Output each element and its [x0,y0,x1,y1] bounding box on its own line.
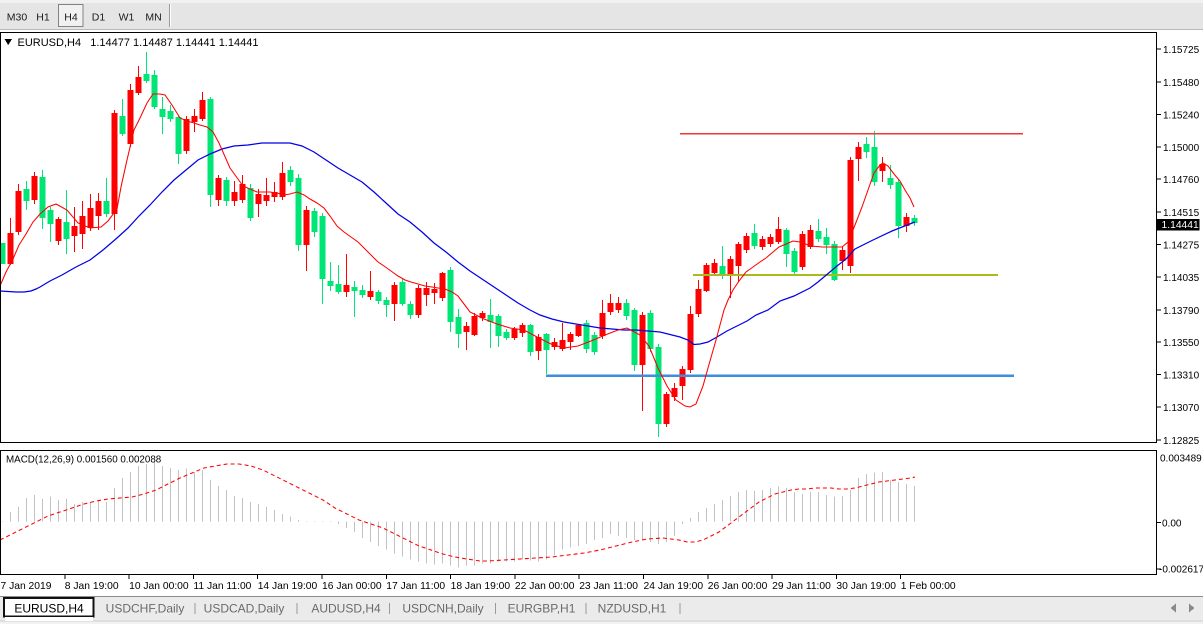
svg-text:1.14441: 1.14441 [1162,220,1199,231]
svg-text:1 Feb 00:00: 1 Feb 00:00 [901,581,956,592]
svg-text:-0.002617: -0.002617 [1159,565,1203,576]
svg-text:16 Jan 00:00: 16 Jan 00:00 [322,581,382,592]
svg-text:1.14515: 1.14515 [1163,208,1200,219]
svg-text:1.13070: 1.13070 [1163,403,1200,414]
svg-text:USDCAD,Daily: USDCAD,Daily [204,602,285,616]
svg-text:EURUSD,H4: EURUSD,H4 [14,602,84,616]
svg-text:D1: D1 [92,12,106,24]
svg-text:1.15240: 1.15240 [1163,111,1200,122]
svg-text:11 Jan 11:00: 11 Jan 11:00 [193,581,251,592]
svg-text:AUDUSD,H4: AUDUSD,H4 [311,602,381,616]
svg-text:17 Jan 11:00: 17 Jan 11:00 [386,581,445,592]
svg-text:MACD(12,26,9) 0.001560 0.00208: MACD(12,26,9) 0.001560 0.002088 [6,455,162,466]
svg-text:8 Jan 19:00: 8 Jan 19:00 [65,581,119,592]
svg-text:1.14275: 1.14275 [1163,241,1200,252]
svg-text:23 Jan 11:00: 23 Jan 11:00 [579,581,638,592]
svg-text:1.13310: 1.13310 [1163,371,1200,382]
svg-text:EURGBP,H1: EURGBP,H1 [508,602,576,616]
svg-text:H4: H4 [64,12,78,24]
svg-text:7 Jan 2019: 7 Jan 2019 [1,581,52,592]
svg-text:EURUSD,H4 1.14477 1.14487 1.: EURUSD,H4 1.14477 1.14487 1.14441 1.1444… [18,37,259,49]
svg-text:W1: W1 [119,12,135,24]
svg-text:1.15480: 1.15480 [1163,78,1200,89]
svg-text:MN: MN [145,12,161,24]
svg-text:29 Jan 11:00: 29 Jan 11:00 [772,581,831,592]
svg-text:1.15000: 1.15000 [1163,143,1200,154]
svg-text:22 Jan 00:00: 22 Jan 00:00 [515,581,575,592]
svg-text:24 Jan 19:00: 24 Jan 19:00 [644,581,704,592]
svg-text:USDCNH,Daily: USDCNH,Daily [402,602,483,616]
svg-text:18 Jan 19:00: 18 Jan 19:00 [451,581,511,592]
svg-text:1.13790: 1.13790 [1163,306,1200,317]
svg-text:14 Jan 19:00: 14 Jan 19:00 [258,581,318,592]
svg-text:1.14760: 1.14760 [1163,175,1200,186]
svg-text:1.12825: 1.12825 [1163,436,1200,447]
svg-text:0.003489: 0.003489 [1160,454,1202,465]
svg-text:NZDUSD,H1: NZDUSD,H1 [598,602,667,616]
svg-text:H1: H1 [36,12,50,24]
svg-text:0.00: 0.00 [1162,519,1182,530]
svg-text:1.13550: 1.13550 [1163,338,1200,349]
svg-text:26 Jan 00:00: 26 Jan 00:00 [708,581,768,592]
svg-text:30 Jan 19:00: 30 Jan 19:00 [836,581,896,592]
svg-text:1.14035: 1.14035 [1163,273,1200,284]
svg-text:1.15725: 1.15725 [1163,45,1200,56]
svg-text:M30: M30 [7,12,28,24]
svg-text:10 Jan 00:00: 10 Jan 00:00 [129,581,189,592]
svg-text:USDCHF,Daily: USDCHF,Daily [106,602,185,616]
